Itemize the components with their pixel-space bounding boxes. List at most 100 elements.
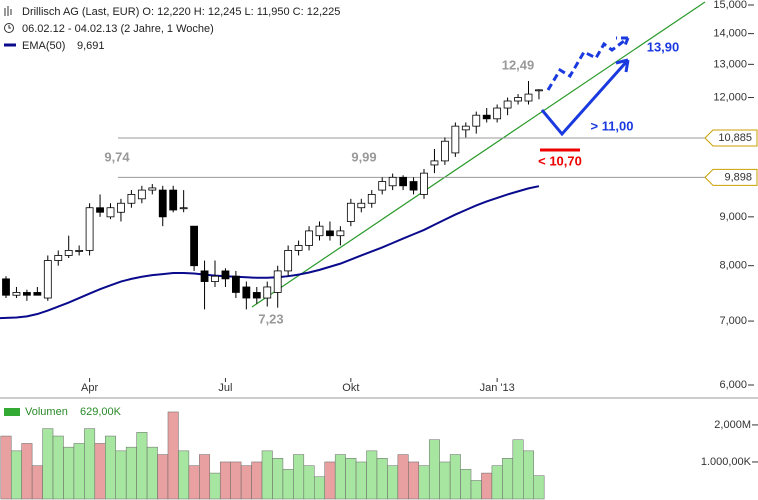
volume-bar xyxy=(21,443,33,500)
volume-bar xyxy=(449,454,461,500)
volume-bar xyxy=(418,465,430,500)
candle-body xyxy=(388,176,397,187)
volume-bar xyxy=(115,450,127,500)
volume-bar xyxy=(146,446,158,500)
candle-body xyxy=(430,160,439,166)
volume-bar xyxy=(439,461,451,500)
volume-bar xyxy=(84,428,96,500)
level-box xyxy=(704,168,758,186)
volume-bar xyxy=(460,469,472,500)
candle-body xyxy=(514,97,522,102)
volume-bar xyxy=(73,443,85,500)
candle-body xyxy=(503,100,512,109)
volume-bar xyxy=(157,454,169,500)
volume-bar xyxy=(366,450,378,500)
candle-body xyxy=(451,125,460,154)
volume-bar xyxy=(10,450,22,500)
candle-body xyxy=(231,275,240,293)
candle-body xyxy=(64,250,73,256)
candle-body xyxy=(399,176,408,187)
candle-body xyxy=(22,292,31,296)
level-label: 9,898 xyxy=(724,171,752,183)
y-tick-label: 13,000 xyxy=(713,58,747,70)
candle-body xyxy=(357,202,366,209)
ema-line xyxy=(0,185,540,320)
y-tick-label: 8,000 xyxy=(719,260,747,272)
candle-body xyxy=(378,181,387,191)
y-tick-label: 15,000 xyxy=(713,0,747,11)
y-tick-label: 6,000 xyxy=(719,379,747,391)
candle-body xyxy=(420,172,428,195)
candle-body xyxy=(200,270,209,282)
candle-body xyxy=(493,107,502,120)
ema-legend: EMA(50) xyxy=(22,40,65,52)
y-tick-label: 7,000 xyxy=(719,315,747,327)
volume-bar xyxy=(31,465,43,500)
annotation: 9,74 xyxy=(104,149,130,164)
header-title: Drillisch AG (Last, EUR) O: 12,220 H: 12… xyxy=(22,6,340,18)
candle-body xyxy=(117,202,125,213)
volume-bar xyxy=(512,439,524,500)
volume-bar xyxy=(251,461,263,500)
volume-bar xyxy=(230,461,242,500)
x-tick-label: Jul xyxy=(218,382,232,394)
annotation: 13,90 xyxy=(647,39,680,54)
volume-bar xyxy=(178,450,190,500)
volume-tick-label: 1.000,00K xyxy=(701,456,752,468)
candle-body xyxy=(409,181,418,191)
annotation: 9,99 xyxy=(351,149,376,164)
volume-bar xyxy=(502,458,514,500)
volume-bar xyxy=(303,465,315,500)
candle-body xyxy=(242,286,251,299)
candle-body xyxy=(524,93,533,102)
volume-icon xyxy=(4,408,20,416)
y-tick-label: 14,000 xyxy=(713,28,747,40)
header-range: 06.02.12 - 04.02.13 (2 Jahre, 1 Woche) xyxy=(22,23,214,35)
candle-body xyxy=(535,89,543,92)
volume-bar xyxy=(167,411,179,500)
level-label: 10,885 xyxy=(718,132,752,144)
candle-body xyxy=(43,260,52,299)
candle-body xyxy=(148,187,157,191)
candle-body xyxy=(440,140,449,162)
candle-body xyxy=(169,189,178,211)
candle-body xyxy=(190,225,199,267)
volume-bar xyxy=(199,454,211,500)
volume-bar xyxy=(533,475,545,500)
volume-bar xyxy=(136,432,148,500)
candle-body xyxy=(336,230,345,237)
volume-bar xyxy=(491,465,503,500)
candle-body xyxy=(12,292,21,296)
candle-body xyxy=(326,230,334,237)
candle-body xyxy=(482,114,491,120)
annotation: < 10,70 xyxy=(538,153,582,168)
volume-bar xyxy=(219,461,231,500)
x-tick-label: Jan '13 xyxy=(480,382,515,394)
volume-bar xyxy=(282,469,294,500)
candle-body xyxy=(211,275,219,282)
header-icon xyxy=(4,6,14,33)
volume-tick-label: 2,000M xyxy=(714,419,751,431)
volume-bar xyxy=(376,458,388,500)
volume-bar xyxy=(397,454,409,500)
candle-body xyxy=(2,278,10,296)
volume-bar xyxy=(345,458,357,500)
candle-body xyxy=(85,207,94,251)
candle-body xyxy=(315,225,324,237)
candle-body xyxy=(305,230,313,246)
forecast-dashed xyxy=(546,36,630,91)
volume-bar xyxy=(314,476,325,500)
candle-body xyxy=(127,194,136,204)
candle-body xyxy=(96,207,104,213)
volume-bar xyxy=(428,439,440,500)
candle-body xyxy=(346,202,355,222)
volume-bar xyxy=(42,428,54,500)
forecast-arrow xyxy=(540,58,630,137)
candle-body xyxy=(221,270,230,280)
candle-body xyxy=(33,292,42,296)
candle-body xyxy=(284,250,293,272)
annotation: 12,49 xyxy=(502,57,535,72)
volume-bar xyxy=(209,472,221,500)
candle-body xyxy=(106,207,115,218)
